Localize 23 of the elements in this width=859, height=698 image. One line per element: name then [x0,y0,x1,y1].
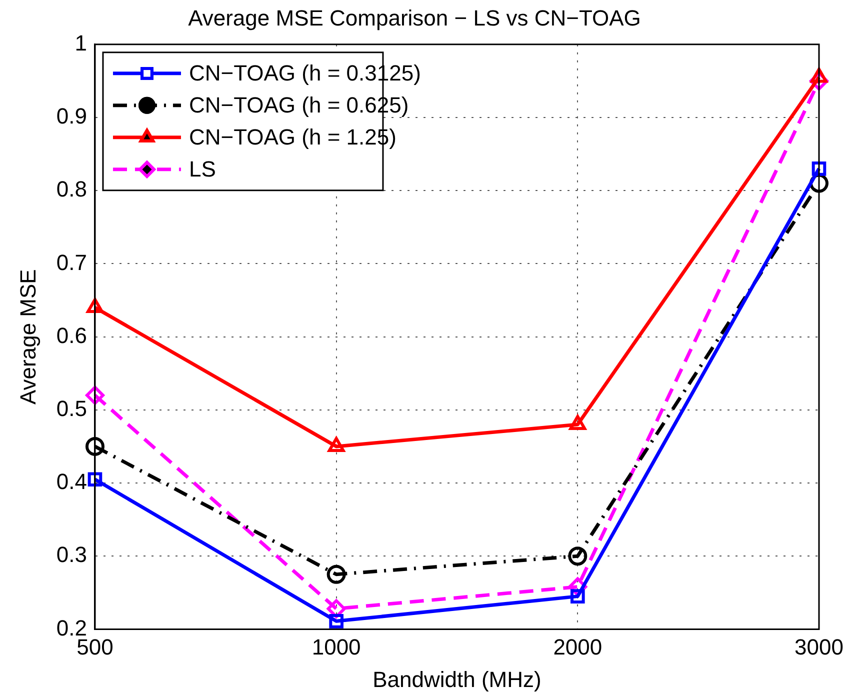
point [88,472,102,486]
point [85,386,104,405]
y-tick-label: 0.3 [56,542,87,568]
x-axis-title: Bandwidth (MHz) [372,666,542,692]
y-tick-label: 0.7 [56,250,87,275]
point [85,436,104,456]
legend-label: LS [188,156,216,182]
y-tick-label: 0.5 [56,396,87,421]
y-tick-label: 0.4 [56,469,87,494]
point [570,589,585,604]
y-axis-title: Average MSE [15,269,40,404]
y-tick-label: 1 [74,30,87,56]
point [812,162,826,176]
x-tick-label: 1000 [312,634,361,660]
point [568,546,588,566]
point [326,564,346,584]
x-tick-label: 3000 [794,634,844,660]
x-tick-label: 2000 [553,634,602,660]
y-tick-label: 0.8 [56,176,87,202]
y-tick-label: 0.9 [56,104,87,129]
point [329,614,344,628]
y-tick-label: 0.6 [56,322,87,348]
chart-title: Average MSE Comparison − LS vs CN−TOAG [188,5,641,30]
